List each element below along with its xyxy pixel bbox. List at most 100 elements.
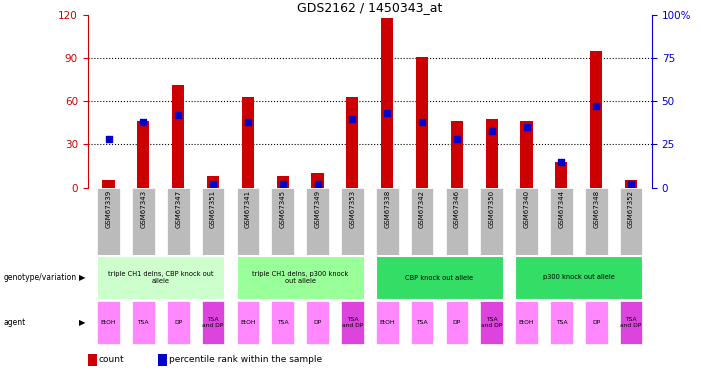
Point xyxy=(590,104,601,110)
Text: EtOH: EtOH xyxy=(519,320,534,325)
Bar xyxy=(132,302,155,344)
Text: GSM67343: GSM67343 xyxy=(140,189,147,228)
Bar xyxy=(242,97,254,188)
Point xyxy=(521,124,532,130)
Bar xyxy=(271,302,294,344)
Text: count: count xyxy=(99,356,125,364)
Bar xyxy=(132,188,155,255)
Text: TSA: TSA xyxy=(137,320,149,325)
Point xyxy=(138,119,149,125)
Text: EtOH: EtOH xyxy=(240,320,256,325)
Text: GSM67352: GSM67352 xyxy=(628,189,634,228)
Text: CBP knock out allele: CBP knock out allele xyxy=(405,274,473,280)
Bar xyxy=(446,302,468,344)
Text: p300 knock out allele: p300 knock out allele xyxy=(543,274,615,280)
Point xyxy=(451,136,463,142)
Text: GSM67344: GSM67344 xyxy=(559,189,564,228)
Title: GDS2162 / 1450343_at: GDS2162 / 1450343_at xyxy=(297,1,442,14)
Bar xyxy=(555,162,567,188)
Text: TSA: TSA xyxy=(556,320,567,325)
Bar xyxy=(167,302,189,344)
Text: GSM67341: GSM67341 xyxy=(245,189,251,228)
Bar xyxy=(480,302,503,344)
Text: GSM67350: GSM67350 xyxy=(489,189,495,228)
Bar xyxy=(446,188,468,255)
Bar xyxy=(515,256,642,298)
Bar xyxy=(202,188,224,255)
Text: ▶: ▶ xyxy=(79,318,85,327)
Text: genotype/variation: genotype/variation xyxy=(4,273,76,282)
Bar xyxy=(411,188,433,255)
Bar xyxy=(97,302,120,344)
Bar xyxy=(97,188,120,255)
Text: agent: agent xyxy=(4,318,26,327)
Point xyxy=(277,181,288,187)
Bar xyxy=(515,188,538,255)
Bar xyxy=(137,122,149,188)
Bar xyxy=(306,188,329,255)
Bar xyxy=(271,188,294,255)
Text: TSA: TSA xyxy=(277,320,289,325)
Bar xyxy=(341,188,364,255)
Bar xyxy=(167,188,189,255)
Bar xyxy=(311,173,324,188)
Text: GSM67351: GSM67351 xyxy=(210,189,216,228)
Bar xyxy=(376,256,503,298)
Bar xyxy=(236,302,259,344)
Bar xyxy=(416,57,428,188)
Point xyxy=(312,181,323,187)
Bar xyxy=(306,302,329,344)
Text: DP: DP xyxy=(174,320,182,325)
Bar xyxy=(550,302,573,344)
Point xyxy=(347,116,358,122)
Bar xyxy=(515,302,538,344)
Point xyxy=(556,159,567,165)
Text: triple CH1 delns, CBP knock out
allele: triple CH1 delns, CBP knock out allele xyxy=(108,271,214,284)
Text: DP: DP xyxy=(453,320,461,325)
Bar xyxy=(207,176,219,188)
Text: GSM67348: GSM67348 xyxy=(593,189,599,228)
Bar xyxy=(236,188,259,255)
Bar xyxy=(411,302,433,344)
Bar xyxy=(590,51,602,188)
Text: percentile rank within the sample: percentile rank within the sample xyxy=(169,356,322,364)
Text: GSM67346: GSM67346 xyxy=(454,189,460,228)
Bar xyxy=(341,302,364,344)
Text: DP: DP xyxy=(313,320,322,325)
Text: ▶: ▶ xyxy=(79,273,85,282)
Text: EtOH: EtOH xyxy=(101,320,116,325)
Point xyxy=(103,136,114,142)
Bar xyxy=(376,188,398,255)
Text: GSM67347: GSM67347 xyxy=(175,189,181,228)
Point xyxy=(625,181,637,187)
Bar xyxy=(486,118,498,188)
Point xyxy=(381,110,393,116)
Text: GSM67353: GSM67353 xyxy=(349,189,355,228)
Bar xyxy=(451,122,463,188)
Bar xyxy=(236,256,364,298)
Text: DP: DP xyxy=(592,320,600,325)
Bar xyxy=(585,188,608,255)
Bar xyxy=(102,180,115,188)
Bar xyxy=(97,256,224,298)
Text: GSM67339: GSM67339 xyxy=(106,189,111,228)
Text: EtOH: EtOH xyxy=(379,320,395,325)
Text: GSM67349: GSM67349 xyxy=(315,189,320,228)
Text: TSA: TSA xyxy=(416,320,428,325)
Point xyxy=(416,119,428,125)
Text: TSA
and DP: TSA and DP xyxy=(341,317,363,328)
Bar xyxy=(620,302,642,344)
Bar xyxy=(625,180,637,188)
Bar xyxy=(550,188,573,255)
Bar xyxy=(480,188,503,255)
Bar xyxy=(277,176,289,188)
Text: GSM67342: GSM67342 xyxy=(419,189,425,228)
Bar xyxy=(172,86,184,188)
Point xyxy=(172,112,184,118)
Bar xyxy=(376,302,398,344)
Bar xyxy=(381,18,393,188)
Text: TSA
and DP: TSA and DP xyxy=(203,317,224,328)
Text: triple CH1 delns, p300 knock
out allele: triple CH1 delns, p300 knock out allele xyxy=(252,271,348,284)
Text: GSM67340: GSM67340 xyxy=(524,189,529,228)
Point xyxy=(207,181,219,187)
